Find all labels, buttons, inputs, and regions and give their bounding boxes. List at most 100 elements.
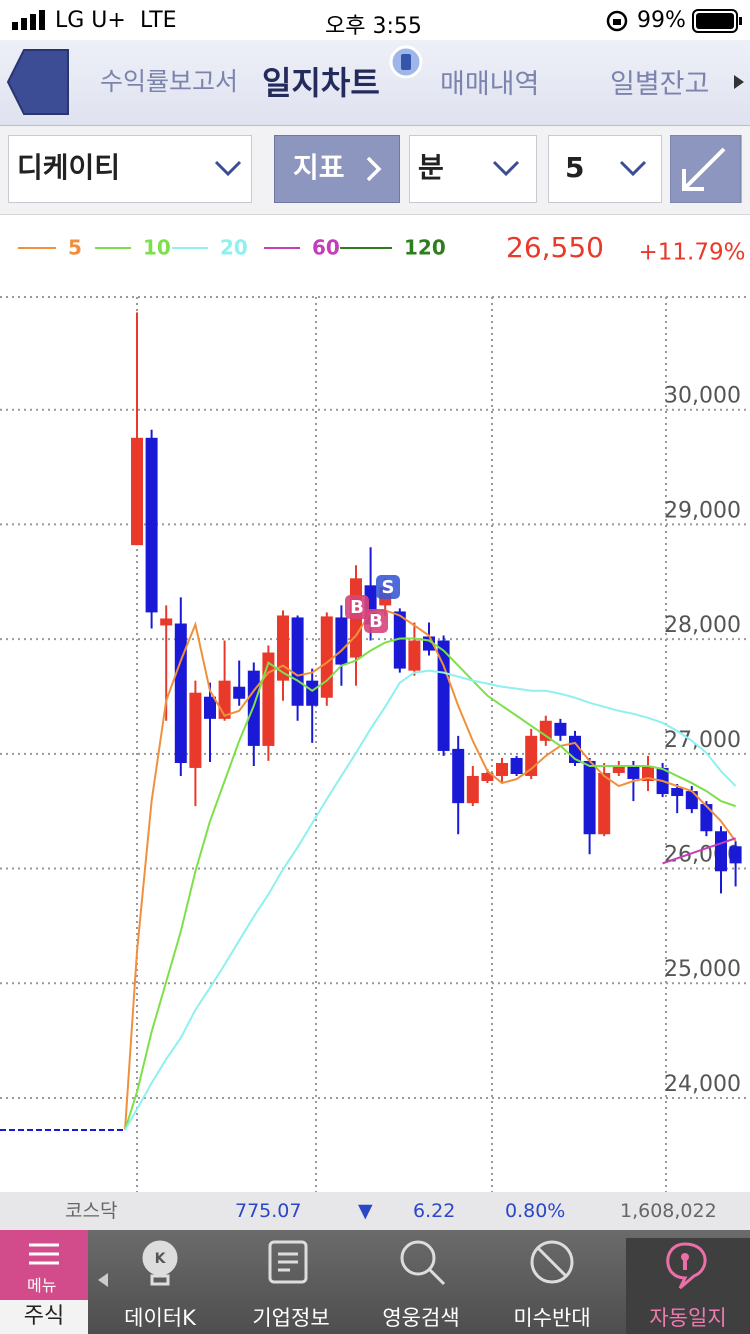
index-name: 코스닥: [65, 1200, 118, 1222]
ma-line: [662, 837, 736, 865]
legend-label: 60: [312, 236, 340, 260]
menu-icon: [29, 1243, 59, 1265]
ma-connector: [124, 1108, 138, 1131]
legend-label: 20: [220, 236, 248, 260]
chevron: [214, 160, 242, 177]
candle-body: [671, 788, 684, 797]
index-direction: ▼: [358, 1200, 373, 1222]
chevron: [619, 160, 647, 177]
status-bar: LG U+ LTE 오후 3:55 99%: [0, 0, 750, 40]
tab-label[interactable]: 미수반대: [513, 1306, 591, 1330]
candle-body: [627, 765, 640, 779]
candle-body: [320, 616, 333, 698]
scroll-left: [98, 1273, 108, 1287]
trade-marker-bg: [345, 595, 369, 619]
time: 오후 3:55: [325, 14, 422, 39]
candle-body: [729, 846, 742, 864]
section-label: 주식: [23, 1304, 65, 1329]
candle-body: [510, 757, 523, 775]
candle-body: [700, 804, 713, 832]
candle-body: [539, 720, 552, 741]
price-change: +11.79%: [639, 240, 746, 266]
legend-label: 10: [143, 236, 171, 260]
trade-marker: S: [382, 577, 395, 598]
candle-body: [715, 831, 727, 872]
candle-body: [437, 640, 450, 751]
indicator-label: 지표: [293, 151, 345, 184]
expand-button[interactable]: [670, 135, 742, 203]
period-label: 5: [565, 151, 585, 184]
y-tick-label: 25,000: [664, 957, 741, 982]
candle-body: [583, 760, 596, 835]
signal-icon: [12, 10, 45, 30]
carrier: LG U+: [55, 8, 126, 33]
nav-tab[interactable]: 일별잔고: [610, 69, 710, 100]
active-tab-bg: [626, 1238, 750, 1334]
tab-label[interactable]: 기업정보: [252, 1306, 330, 1330]
candle-body: [466, 775, 479, 804]
candle-body: [598, 772, 611, 835]
candle-body: [452, 748, 465, 804]
tab-label[interactable]: 영웅검색: [382, 1306, 460, 1330]
candle-body: [145, 437, 158, 613]
nav-tab-active[interactable]: 일지차트: [262, 64, 380, 102]
chevron: [366, 156, 382, 182]
menu-button[interactable]: 메뉴: [0, 1230, 88, 1300]
section-tab[interactable]: 주식: [0, 1300, 88, 1334]
candle-body: [306, 680, 319, 706]
candle-body: [189, 692, 202, 768]
nav-tab[interactable]: 수익률보고서: [100, 67, 239, 96]
network: LTE: [140, 8, 177, 33]
stock-name: 디케이티: [17, 151, 121, 184]
svg-text:K: K: [155, 1251, 167, 1267]
ma-connector: [124, 951, 138, 1131]
ma-line: [136, 669, 737, 1110]
candle-body: [496, 763, 508, 776]
y-tick-label: 26,000: [664, 843, 741, 868]
tab-label-active[interactable]: 자동일지: [649, 1306, 727, 1330]
index-volume: 1,608,022: [620, 1200, 717, 1222]
trade-marker-bg: [376, 575, 400, 599]
badge-icon: [389, 45, 423, 79]
battery-icon: [692, 9, 742, 33]
lock-icon: [606, 10, 628, 32]
candle-body: [335, 617, 348, 665]
unit-label: 분: [418, 151, 444, 184]
stock-select[interactable]: 디케이티: [8, 135, 252, 203]
tab-label[interactable]: 데이터K: [124, 1306, 196, 1330]
unit-select[interactable]: 분: [409, 135, 537, 203]
candle-body: [408, 640, 421, 671]
candle-body: [204, 696, 216, 719]
index-value: 775.07: [235, 1200, 302, 1222]
candle-body: [160, 618, 173, 626]
toolbar: 디케이티 지표 분 5: [0, 126, 750, 215]
candle-body: [393, 611, 406, 669]
index-bar: 코스닥 775.07 ▼ 6.22 0.80% 1,608,022: [0, 1192, 750, 1230]
candle-body: [481, 772, 494, 782]
candle-body: [233, 686, 246, 699]
candle-body: [174, 623, 187, 763]
back-button[interactable]: [0, 46, 72, 118]
ma-line: [136, 609, 737, 952]
current-price: 26,550: [506, 231, 604, 264]
menu-label: 메뉴: [27, 1276, 57, 1295]
nav-bar: 수익률보고서 일지차트 매매내역 일별잔고: [0, 40, 750, 126]
candle-body: [685, 791, 698, 810]
tab-bar: 메뉴 주식 K 데이터K 기업정보 영웅검색 미수반대 자동일지: [0, 1230, 750, 1334]
chart: 26,550 +11.79% 24,00025,00026,00027,0002…: [0, 231, 750, 1192]
scroll-arrow: [734, 75, 744, 89]
vertical-grid: [136, 297, 667, 1192]
tab-icons: K: [142, 1240, 707, 1290]
trade-marker: B: [350, 597, 364, 618]
candle-body: [291, 617, 304, 706]
indicator-button[interactable]: 지표: [274, 135, 400, 203]
candle-body: [218, 680, 231, 719]
candle-body: [131, 437, 143, 546]
candle-body: [612, 765, 625, 773]
plot-area: [0, 312, 742, 1132]
y-tick-label: 29,000: [664, 498, 741, 523]
nav-tab[interactable]: 매매내역: [440, 69, 540, 100]
candle-body: [277, 615, 289, 681]
period-select[interactable]: 5: [548, 135, 662, 203]
